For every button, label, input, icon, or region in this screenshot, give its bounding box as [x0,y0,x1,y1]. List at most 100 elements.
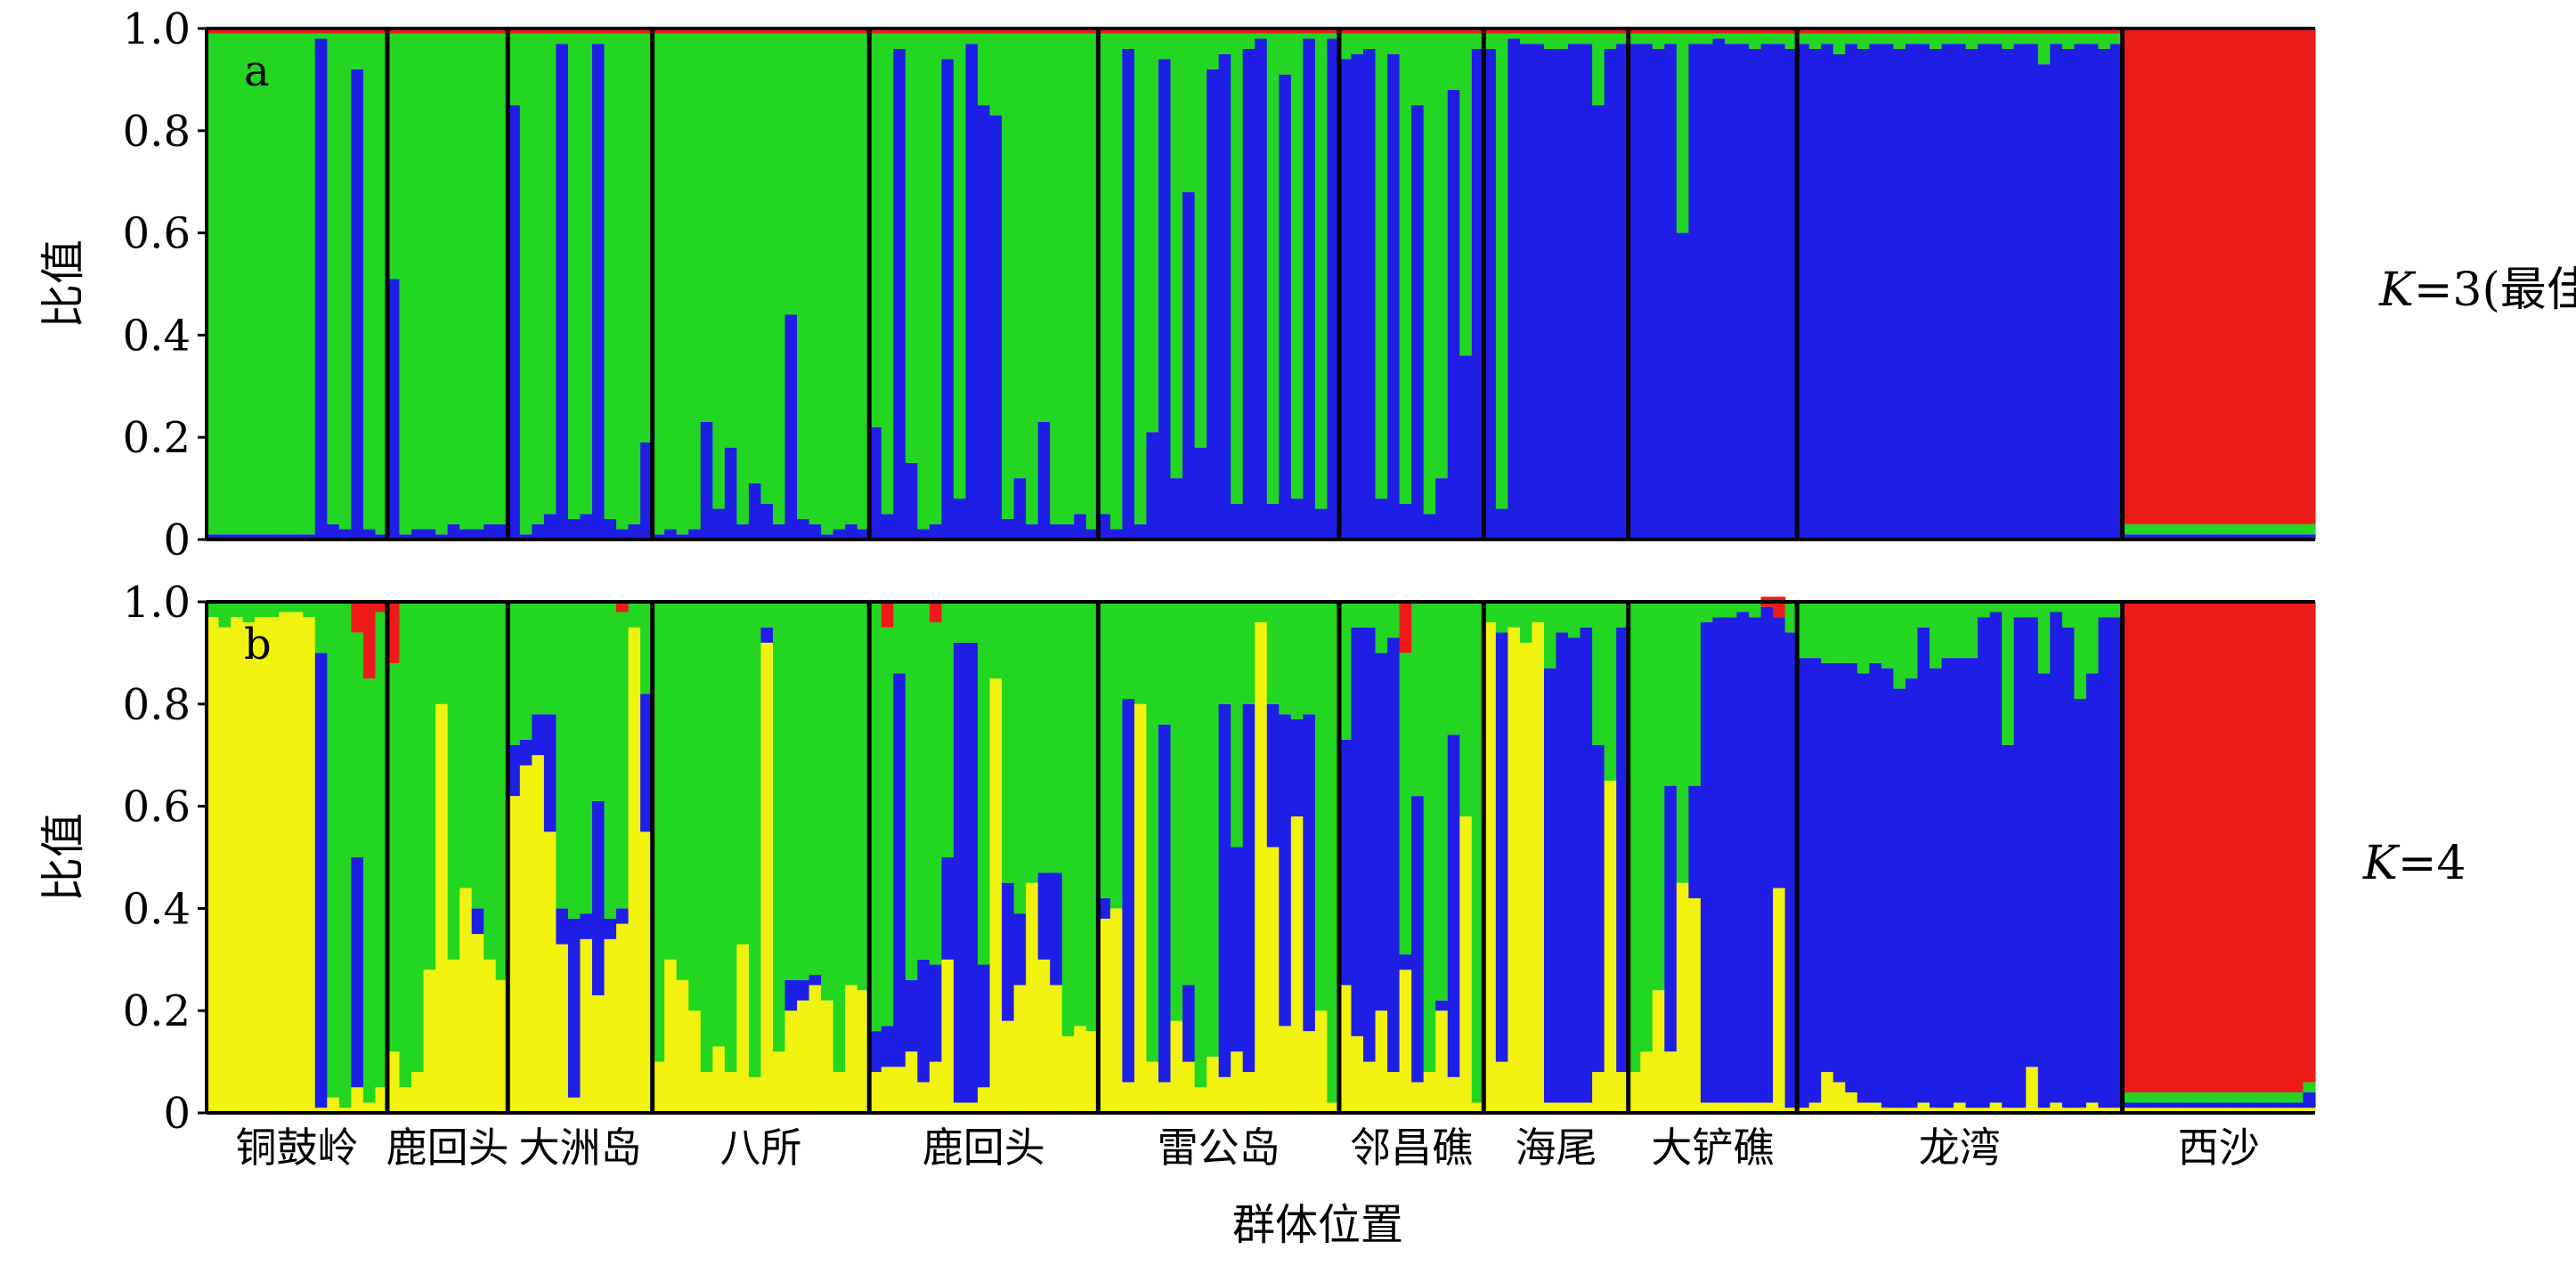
bar-segment-green [1688,33,1702,45]
bar-segment-yellow [1471,1102,1484,1113]
bar-segment-yellow [1881,1108,1894,1113]
bar-segment-yellow [965,1102,979,1113]
bar-segment-blue [1242,703,1255,1073]
bar-segment-green [1423,602,1436,1073]
bar-segment-green [2218,523,2231,535]
bar-segment-green [1098,33,1111,515]
bar-segment-green [809,33,822,524]
bar-segment-green [1207,602,1220,1057]
bar-segment-red [1387,28,1401,34]
bar-segment-blue [2013,617,2027,1108]
bar-segment-green [1773,33,1786,45]
bar-segment-red [2231,28,2244,524]
group-labels: 铜鼓岭 鹿回头 大洲岛 八所 鹿回头 雷公岛 邻昌礁 海尾 大铲礁 龙湾 西沙 [236,1124,2260,1172]
bar-segment-blue [1351,53,1364,540]
bar-segment-green [1037,33,1051,422]
bar-segment-green [1712,602,1726,618]
bar-segment-green [881,627,894,1027]
bar-segment-yellow [1290,816,1304,1113]
bar-segment-green [1917,602,1930,628]
bar-segment-blue [1158,59,1172,540]
bar-segment-red [2026,28,2039,34]
bar-segment-red [2290,602,2304,1093]
bar-segment-green [1845,33,1858,45]
bar-segment-green [399,602,412,1088]
bar-segment-red [435,28,449,34]
bar-segment-green [484,602,497,960]
bar-segment-green [411,33,425,530]
bar-segment-blue [1700,621,1714,1103]
bar-segment-yellow [435,703,449,1113]
bar-segment-green [1832,602,1846,663]
bar-segment-blue [592,44,605,540]
bar-segment-green [736,33,750,524]
bar-segment-blue [1773,617,1786,889]
bar-segment-blue [978,964,991,1088]
bar-segment-blue [508,744,521,797]
bar-segment-blue [1435,1000,1449,1011]
bar-segment-green [676,602,689,980]
bar-segment-green [1266,33,1280,504]
bar-segment-green [978,602,991,965]
bar-segment-yellow [1604,780,1617,1113]
bar-segment-blue [953,642,967,1103]
bar-segment-green [1146,602,1159,1062]
bar-segment-blue [1724,44,1738,540]
bar-segment-green [1929,33,1943,49]
bar-segment-blue [797,979,810,1001]
bar-segment-green [1447,602,1460,735]
bar-segment-blue [1146,432,1159,540]
bar-segment-blue [1989,44,2003,540]
bar-segment-green [652,602,665,1062]
bar-segment-green [712,33,726,509]
bar-segment-green [2218,1092,2231,1103]
bar-segment-yellow [1664,1051,1678,1113]
bar-segment-blue [1013,913,1027,986]
bar-segment-blue [362,529,377,540]
bar-segment-blue [1459,355,1473,540]
bar-segment-green [519,602,532,740]
bar-segment-blue [532,523,545,540]
bar-segment-yellow [1074,1026,1087,1113]
bar-segment-green [2074,602,2087,700]
bar-segment-green [1447,33,1460,90]
bar-segment-green [2122,523,2135,535]
bar-segment-green [386,33,401,280]
bar-segment-green [1507,602,1521,628]
bar-segment-yellow [1628,1072,1641,1113]
bar-segment-yellow [688,1010,702,1113]
bar-segment-blue [2279,1102,2292,1108]
bar-segment-yellow [1279,1026,1292,1113]
bar-segment-red [1122,28,1135,34]
bar-segment-blue [423,529,436,540]
bar-segment-green [471,602,484,909]
bar-segment-red [1978,28,1991,34]
bar-segment-red [1568,28,1581,34]
bar-segment-blue [724,447,737,540]
bar-segment-red [508,28,521,34]
bar-segment-green [1965,33,1979,49]
bar-segment-yellow [532,755,545,1113]
bar-segment-red [929,28,943,34]
bar-segment-yellow [1375,1010,1388,1113]
bar-segment-blue [1218,53,1231,540]
bar-segment-green [556,33,569,45]
bar-segment-red [1917,28,1930,34]
bar-segment-yellow [303,617,316,1113]
bar-segment-yellow [2242,1108,2255,1113]
bar-segment-green [567,602,581,919]
bar-segment-red [1338,28,1353,34]
bar-segment-yellow [784,1010,798,1113]
bar-segment-blue [604,918,617,939]
bar-segment-red [484,28,497,34]
bar-segment-green [484,33,497,524]
bar-segment-green [1074,602,1087,1027]
bar-segment-green [2050,602,2063,613]
bar-segment-green [519,33,532,535]
bar-segment-green [929,33,943,524]
bar-segment-blue [1568,44,1581,540]
bar-segment-red [2182,602,2196,1093]
bar-segment-green [543,602,557,715]
bar-segment-blue [1363,627,1377,1062]
bar-segment-red [399,28,412,34]
